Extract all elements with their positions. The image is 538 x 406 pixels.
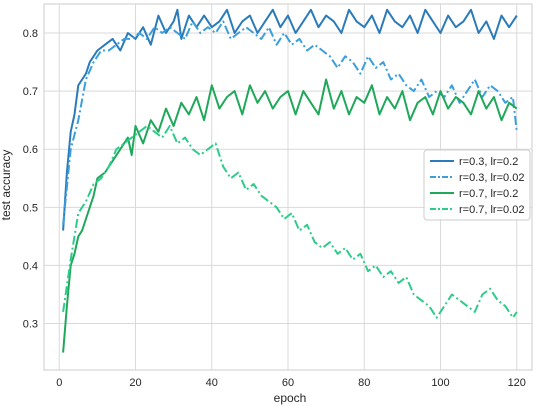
y-tick-label: 0.3 bbox=[23, 319, 38, 331]
series-line-4 bbox=[62, 125, 518, 319]
x-tick-label: 20 bbox=[129, 377, 141, 389]
x-tick-label: 120 bbox=[508, 377, 526, 389]
legend-label: r=0.7, lr=0.02 bbox=[459, 204, 524, 216]
series-line-2 bbox=[62, 20, 518, 225]
y-tick-label: 0.5 bbox=[23, 202, 38, 214]
y-tick-label: 0.4 bbox=[23, 260, 38, 272]
y-tick-label: 0.6 bbox=[23, 144, 38, 156]
y-tick-label: 0.8 bbox=[23, 28, 38, 40]
legend-label: r=0.3, lr=0.02 bbox=[459, 172, 524, 184]
y-tick-labels: 0.3 0.4 0.5 0.6 0.7 0.8 bbox=[23, 28, 38, 330]
series-lines bbox=[62, 8, 518, 353]
x-tick-label: 60 bbox=[282, 377, 294, 389]
y-axis-label: test accuracy bbox=[0, 150, 13, 221]
gridlines bbox=[44, 4, 532, 370]
legend-box bbox=[423, 149, 531, 221]
legend-label: r=0.3, lr=0.2 bbox=[459, 156, 518, 168]
y-tick-label: 0.7 bbox=[23, 86, 38, 98]
series-line-1 bbox=[62, 8, 518, 231]
legend: r=0.3, lr=0.2 r=0.3, lr=0.02 r=0.7, lr=0.2… bbox=[423, 149, 531, 221]
x-tick-label: 80 bbox=[358, 377, 370, 389]
legend-label: r=0.7, lr=0.2 bbox=[459, 188, 518, 200]
x-tick-label: 100 bbox=[431, 377, 449, 389]
x-tick-label: 40 bbox=[206, 377, 218, 389]
x-axis-label: epoch bbox=[274, 391, 307, 405]
x-tick-label: 0 bbox=[56, 377, 62, 389]
x-tick-labels: 0 20 40 60 80 100 120 bbox=[56, 377, 526, 389]
